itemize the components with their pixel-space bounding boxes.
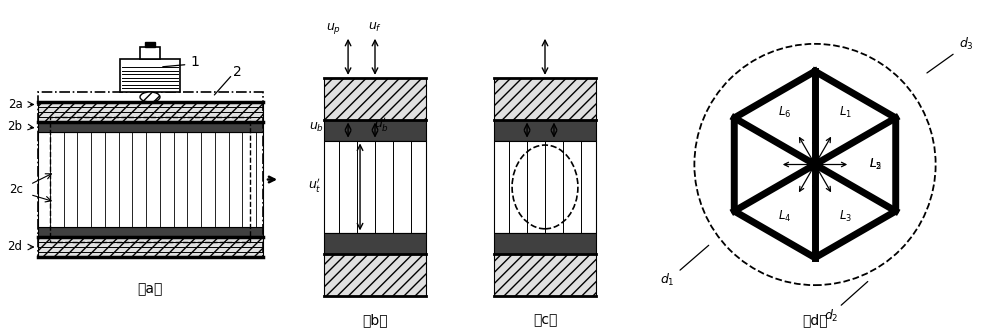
Text: 2: 2 [233,65,242,79]
Bar [324,233,426,254]
Text: 2b: 2b [8,120,22,134]
Bar [324,254,426,296]
Bar [494,233,596,254]
Text: 2a: 2a [8,98,22,111]
Bar [38,132,262,227]
Text: $u_f$: $u_f$ [368,21,382,34]
Text: $L_6$: $L_6$ [778,105,791,120]
Bar [494,78,596,120]
Bar [494,254,596,296]
Text: $L_1$: $L_1$ [839,105,852,120]
Bar [140,47,160,60]
Bar [120,60,180,92]
Bar [324,78,426,120]
Bar [324,140,426,233]
Text: $u_b$: $u_b$ [309,121,324,134]
Text: $L_2$: $L_2$ [869,157,882,172]
Text: $L_5$: $L_5$ [869,157,882,172]
Bar [38,227,262,237]
Bar [38,102,262,122]
Bar [38,122,262,132]
Ellipse shape [140,92,160,102]
Bar [494,140,596,233]
Text: $d_2$: $d_2$ [824,308,839,324]
Text: $u_t'$: $u_t'$ [308,176,322,194]
Bar [38,237,262,257]
Bar [324,120,426,140]
Text: $u_p$: $u_p$ [326,21,341,36]
Text: （c）: （c） [533,313,557,327]
Bar [50,117,250,242]
Text: 1: 1 [191,55,199,69]
Text: 2c: 2c [9,183,22,196]
Text: $L_3$: $L_3$ [839,209,852,224]
Text: （b）: （b） [362,313,388,327]
Text: （a）: （a） [137,283,163,296]
Text: $L_4$: $L_4$ [778,209,791,224]
Text: $u_b'$: $u_b'$ [374,116,389,134]
Bar [38,92,262,257]
Text: $d_3$: $d_3$ [959,36,974,52]
Text: （d）: （d） [802,313,828,327]
Text: $d_1$: $d_1$ [660,272,674,288]
Bar [494,120,596,140]
Bar [145,42,155,47]
Text: 2d: 2d [8,240,22,254]
